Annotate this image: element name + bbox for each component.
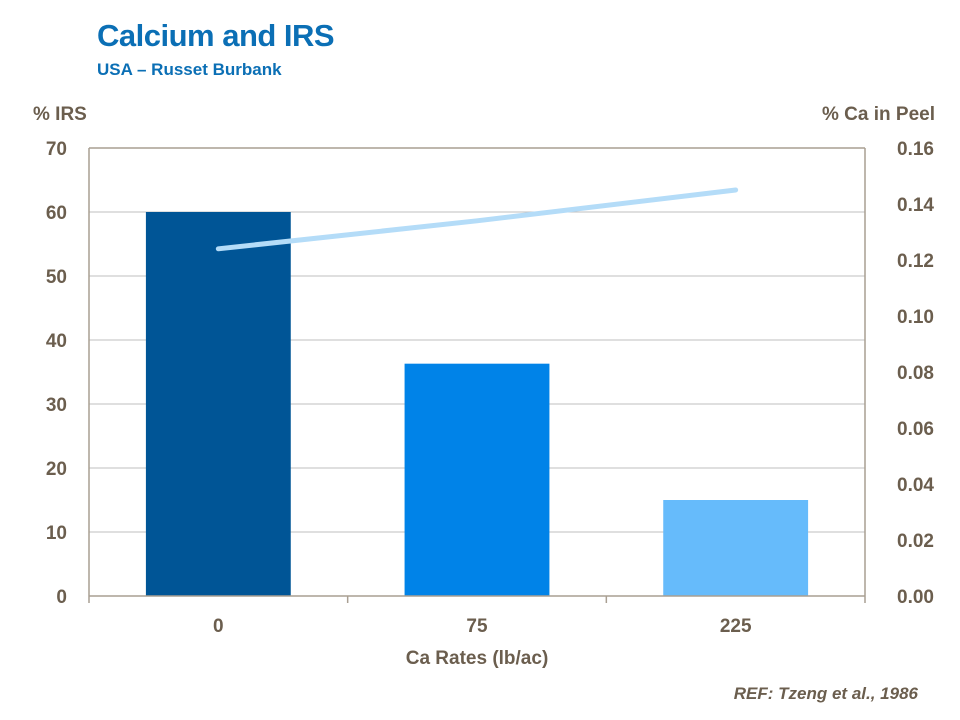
category-label: 0	[213, 616, 224, 637]
line-series	[215, 187, 739, 252]
ca-peel-line	[215, 187, 739, 252]
left-axis-title: % IRS	[33, 104, 87, 125]
plot-frame	[88, 147, 866, 603]
bar	[663, 500, 809, 596]
right-tick-label: 0.12	[897, 251, 934, 272]
axis-labels: 0 10 20 30 40 50 60 70 0.00 0.02 0.04 0.06 0.08 0.10 0…	[33, 104, 935, 669]
left-tick-label: 70	[46, 139, 67, 160]
left-tick-label: 50	[46, 267, 67, 288]
right-tick-label: 0.02	[897, 531, 934, 552]
right-axis-title: % Ca in Peel	[822, 104, 935, 125]
x-axis-title: Ca Rates (lb/ac)	[406, 648, 549, 669]
left-tick-label: 60	[46, 203, 67, 224]
bar	[145, 212, 291, 596]
left-tick-label: 40	[46, 331, 67, 352]
chart-subtitle: USA – Russet Burbank	[97, 60, 282, 79]
left-tick-label: 20	[46, 459, 67, 480]
left-tick-label: 10	[46, 523, 67, 544]
right-tick-label: 0.10	[897, 307, 934, 328]
right-tick-label: 0.06	[897, 419, 934, 440]
bars	[145, 212, 809, 596]
right-tick-label: 0.14	[897, 195, 934, 216]
left-tick-label: 0	[56, 587, 67, 608]
chart-title: Calcium and IRS	[97, 18, 335, 53]
category-label: 225	[720, 616, 752, 637]
right-tick-label: 0.08	[897, 363, 934, 384]
category-label: 75	[466, 616, 488, 637]
bar	[404, 363, 550, 596]
reference-note: REF: Tzeng et al., 1986	[733, 684, 918, 703]
right-tick-label: 0.04	[897, 475, 934, 496]
right-tick-label: 0.16	[897, 139, 934, 160]
left-tick-label: 30	[46, 395, 67, 416]
right-tick-label: 0.00	[897, 587, 934, 608]
